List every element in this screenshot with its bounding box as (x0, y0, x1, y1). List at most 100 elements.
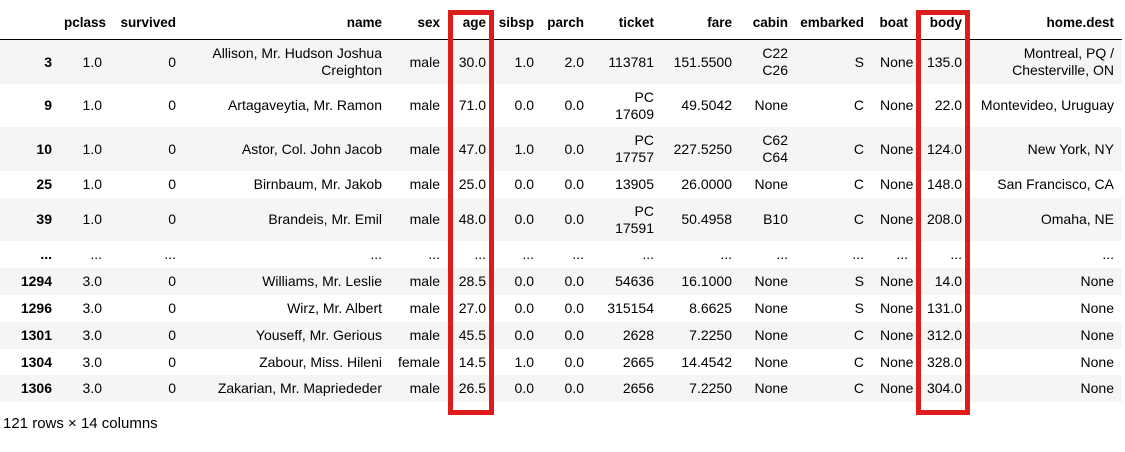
table-row: 1294 3.0 0 Williams, Mr. Leslie male 28.5 0.0 0… (0, 268, 1122, 295)
table-cell: 0.0 (564, 299, 584, 316)
table-row: 1296 3.0 0 Wirz, Mr. Albert male 27.0 0.0 0.0 31… (0, 295, 1122, 322)
column-header-ticket: ticket (592, 8, 662, 41)
row-index: 39 (36, 211, 52, 228)
table-cell: Allison, Mr. Hudson Joshua Creighton (212, 45, 382, 78)
table-cell: None (880, 53, 914, 70)
column-header-home-dest: home.dest (970, 8, 1122, 41)
table-cell: None (1080, 299, 1114, 316)
table-cell: 2656 (622, 380, 654, 397)
table-cell: C (853, 211, 864, 228)
table-cell: None (880, 380, 914, 397)
table-cell: 2665 (622, 353, 654, 370)
table-cell: ... (776, 246, 788, 263)
table-cell: None (880, 211, 914, 228)
column-header-boat: boat (872, 8, 916, 41)
column-header-index (0, 8, 60, 41)
row-index: 25 (36, 175, 52, 192)
column-header-fare: fare (662, 8, 740, 41)
table-cell: 315154 (607, 299, 654, 316)
table-cell: Youseff, Mr. Gerious (255, 326, 382, 343)
table-cell: ... (720, 246, 732, 263)
table-cell: 7.2250 (689, 380, 732, 397)
table-cell: PC 17757 (615, 132, 654, 166)
table-row: 10 1.0 0 Astor, Col. John Jacob male 47.0 1.0 0… (0, 127, 1122, 171)
row-index: 1306 (20, 380, 52, 397)
table-cell: Montevideo, Uruguay (980, 97, 1114, 114)
table-cell: 0 (168, 299, 176, 316)
table-cell: None (880, 140, 914, 157)
table-cell: 0.0 (514, 97, 534, 114)
dataframe-table: pclass survived name sex age sibsp parch ticket… (0, 8, 1122, 403)
table-cell: Astor, Col. John Jacob (241, 140, 382, 157)
table-cell: ... (572, 246, 584, 263)
table-cell: 16.1000 (681, 273, 732, 290)
table-cell: 0.0 (564, 273, 584, 290)
table-cell: 131.0 (926, 299, 962, 316)
table-cell: 3.0 (82, 273, 102, 290)
table-row: 9 1.0 0 Artagaveytia, Mr. Ramon male 71.0 0.0 0… (0, 84, 1122, 128)
table-cell: 0 (168, 353, 176, 370)
row-index: 1294 (20, 273, 52, 290)
table-cell: None (754, 380, 788, 397)
table-cell: 13905 (615, 175, 654, 192)
table-cell: Montreal, PQ / Chesterville, ON (1012, 45, 1114, 78)
table-cell: male (409, 140, 440, 157)
table-cell: male (409, 211, 440, 228)
table-cell: C (853, 380, 864, 397)
table-cell: ... (370, 246, 382, 263)
table-row: 3 1.0 0 Allison, Mr. Hudson Joshua Creighto… (0, 39, 1122, 84)
table-row: 1306 3.0 0 Zakarian, Mr. Mapriededer male 26.… (0, 375, 1122, 403)
table-cell: 3.0 (82, 299, 102, 316)
table-cell: None (1080, 273, 1114, 290)
table-cell: C (853, 175, 864, 192)
table-cell: Omaha, NE (1040, 211, 1114, 228)
table-cell: S (854, 299, 864, 316)
column-header-parch: parch (542, 8, 592, 41)
table-cell: San Francisco, CA (997, 175, 1114, 192)
table-cell: 48.0 (458, 211, 486, 228)
table-cell: ... (164, 246, 176, 263)
table-cell: 28.5 (458, 273, 486, 290)
table-cell: 0.0 (514, 299, 534, 316)
table-cell: 0.0 (564, 380, 584, 397)
table-cell: None (754, 326, 788, 343)
table-cell: 25.0 (458, 175, 486, 192)
table-cell: None (880, 175, 914, 192)
column-header-embarked: embarked (796, 8, 872, 41)
table-cell: 8.6625 (689, 299, 732, 316)
row-index: 10 (36, 140, 52, 157)
table-cell: ... (896, 246, 908, 263)
table-cell: 0.0 (514, 211, 534, 228)
table-cell: 312.0 (926, 326, 962, 343)
table-cell: 0.0 (564, 97, 584, 114)
table-cell: ... (1102, 246, 1114, 263)
table-cell: male (409, 380, 440, 397)
table-cell: None (880, 273, 914, 290)
table-cell: ... (950, 246, 962, 263)
table-body: 3 1.0 0 Allison, Mr. Hudson Joshua Creighto… (0, 39, 1122, 403)
row-index: 1301 (20, 326, 52, 343)
table-cell: 0.0 (564, 326, 584, 343)
column-header-sibsp: sibsp (494, 8, 542, 41)
table-cell: male (409, 53, 440, 70)
table-cell: 14.5 (458, 353, 486, 370)
table-row: 39 1.0 0 Brandeis, Mr. Emil male 48.0 0.0 0.0 PC… (0, 197, 1122, 242)
table-cell: S (854, 53, 864, 70)
row-index: 3 (44, 53, 52, 70)
table-cell: 0 (168, 380, 176, 397)
table-cell: male (409, 97, 440, 114)
dataframe-shape-caption: 121 rows × 14 columns (3, 415, 158, 433)
table-cell: 0.0 (514, 175, 534, 192)
table-cell: 227.5250 (673, 140, 732, 157)
table-cell: 0 (168, 140, 176, 157)
row-index: 1296 (20, 299, 52, 316)
table-cell: 0 (168, 211, 176, 228)
table-cell: Brandeis, Mr. Emil (268, 211, 382, 228)
table-cell: ... (522, 246, 534, 263)
table-cell: None (754, 273, 788, 290)
table-cell: 14.0 (934, 273, 962, 290)
table-cell: C (853, 353, 864, 370)
table-cell: 1.0 (514, 53, 534, 70)
table-cell: 0 (168, 53, 176, 70)
